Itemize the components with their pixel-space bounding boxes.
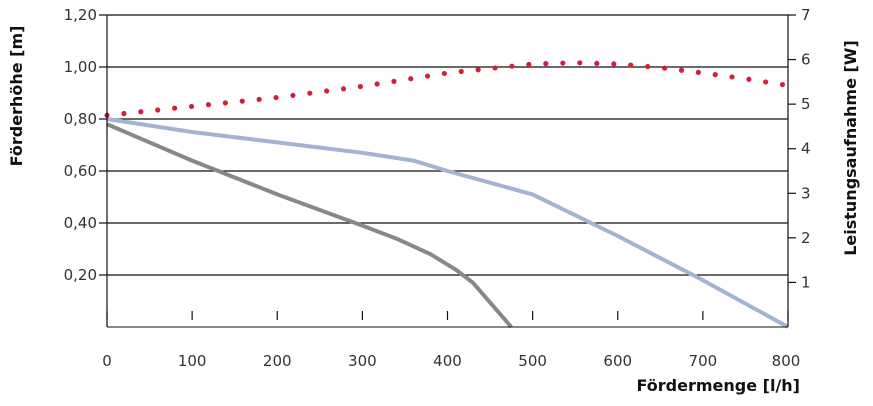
series-2-point-29 [594,60,600,66]
series-2-point-30 [611,61,617,67]
series-2-point-18 [408,76,414,82]
series-2-point-4 [172,105,178,111]
series-2-point-22 [475,67,481,73]
series-2-point-33 [662,65,668,71]
series-2-point-25 [526,61,532,68]
y2-tick-label-6: 7 [801,6,811,24]
series-2-point-34 [678,67,685,73]
series-2-point-39 [763,79,769,85]
x-tick-label-8: 800 [772,352,801,370]
axes [99,14,796,328]
x-tick-label-7: 700 [689,352,718,370]
series-2-point-36 [712,72,718,78]
y-tick-label-4: 1,00 [64,58,97,76]
series-2-point-40 [779,81,786,88]
series-2-point-16 [374,81,380,87]
y2-tick-label-4: 5 [801,95,811,113]
tick-labels: 0,20 0,40 0,60 0,80 1,00 1,20 1 2 3 4 5 6 7 0 100 200 30… [64,6,811,370]
series-2-point-17 [391,78,397,84]
y2-tick-label-5: 6 [801,51,811,69]
series-2-dots [104,60,786,118]
x-tick-label-2: 200 [263,352,292,370]
series-2-point-32 [645,63,651,70]
series-2-point-21 [458,68,464,75]
x-tick-label-5: 500 [518,352,547,370]
x-tick-label-1: 100 [178,352,207,370]
y2-tick-label-1: 2 [801,229,811,247]
series-2-point-31 [628,62,634,68]
series-2-point-24 [509,63,515,69]
series-2-point-27 [560,60,566,66]
series-2-point-14 [340,86,347,92]
series-2-point-8 [239,98,245,104]
series-2-point-10 [273,94,279,101]
series-2-point-11 [290,92,296,99]
series-2-point-5 [188,103,195,110]
series-layer [104,60,789,329]
series-2-point-20 [441,70,447,77]
series-2-point-12 [307,90,313,96]
series-2-point-2 [138,109,144,115]
series-2-point-35 [695,69,701,75]
x-tick-label-6: 600 [603,352,632,370]
y2-tick-label-3: 4 [801,140,811,158]
y2-tick-label-2: 3 [801,184,811,202]
y2-axis-title: Leistungsaufnahme [W] [841,40,860,256]
series-2-point-9 [256,96,262,102]
x-tick-label-3: 300 [348,352,377,370]
y2-tick-label-0: 1 [801,273,811,291]
series-2-point-7 [222,100,228,106]
y-tick-label-3: 0,80 [64,110,97,128]
series-2-point-38 [746,76,752,82]
series-2-point-28 [577,60,583,66]
y-axis-title: Förderhöhe [m] [7,26,26,167]
series-2-point-15 [357,83,363,90]
y-tick-label-2: 0,60 [64,162,97,180]
series-2-point-6 [205,102,212,108]
x-axis-title: Fördermenge [l/h] [637,376,801,395]
series-2-point-23 [492,65,498,71]
y-tick-label-5: 1,20 [64,6,97,24]
x-tick-label-4: 400 [433,352,462,370]
y-tick-label-0: 0,20 [64,266,97,284]
series-2-point-19 [424,73,431,79]
series-0-line [106,117,789,329]
series-2-point-3 [155,107,161,113]
grid-lines [107,14,788,276]
series-1-line [106,122,513,329]
y-tick-label-1: 0,40 [64,214,97,232]
series-2-point-26 [543,61,549,67]
series-2-point-13 [324,88,330,94]
x-tick-label-0: 0 [102,352,112,370]
series-2-point-37 [729,74,735,80]
series-2-point-1 [121,110,127,117]
